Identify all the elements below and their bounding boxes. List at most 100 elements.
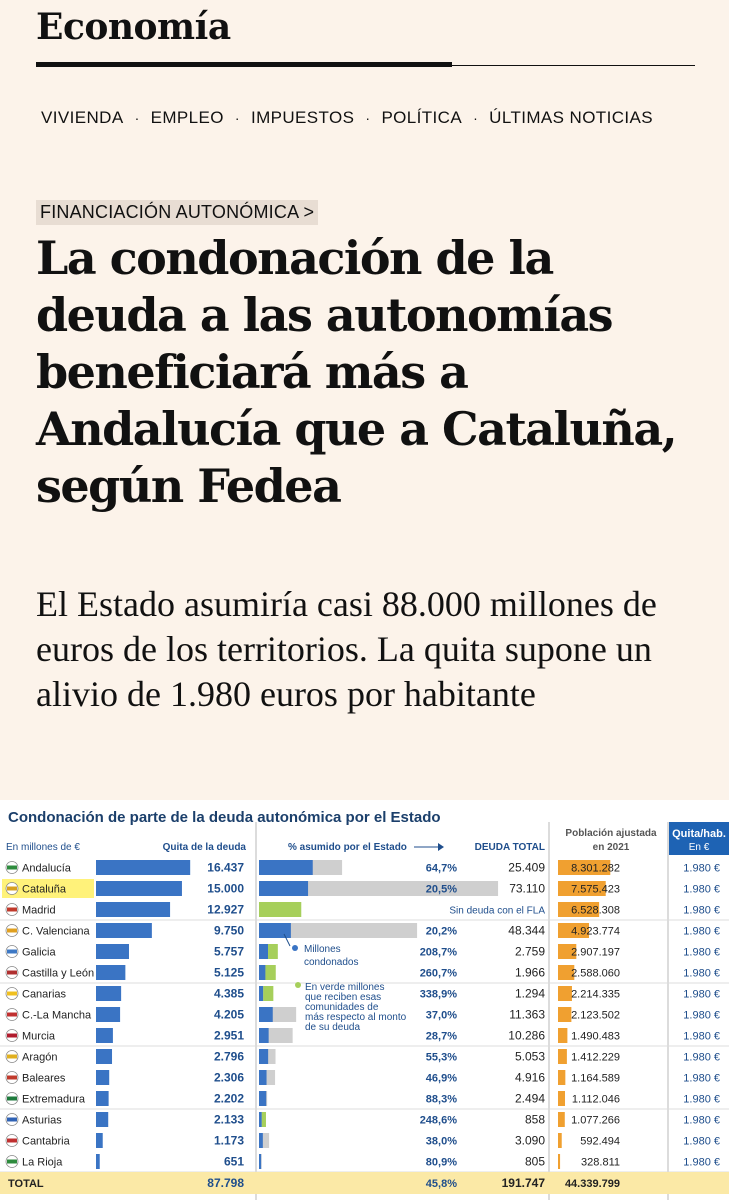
nav-item-vivienda[interactable]: VIVIENDA [41,108,124,127]
quita-value: 2.951 [214,1029,244,1043]
quita-value: 9.750 [214,924,244,938]
article-kicker[interactable]: FINANCIACIÓN AUTONÓMICA > [36,200,319,225]
note-millones-line2: condonados [304,957,359,968]
quita-value: 12.927 [207,903,244,917]
region-flag-stripe [7,1033,17,1038]
region-name: Castilla y León [22,968,94,980]
quita-value: 5.757 [214,945,244,959]
poblacion-value: 1.490.483 [571,1031,620,1043]
poblacion-value: 2.214.335 [571,989,620,1001]
pct-asumido-value: 20,5% [426,884,457,896]
poblacion-value: 8.301.282 [571,863,620,875]
note-verde-line: de su deuda [305,1022,360,1033]
quita-value: 1.173 [214,1134,244,1148]
nav-item-ultimas-noticias[interactable]: ÚLTIMAS NOTICIAS [489,108,653,127]
region-flag-stripe [7,1012,17,1017]
nav-item-politica[interactable]: POLÍTICA [381,108,463,127]
nav-item-empleo[interactable]: EMPLEO [150,108,224,127]
poblacion-bar [558,1007,572,1022]
region-flag-stripe [7,1096,17,1101]
region-flag-stripe [7,991,17,996]
poblacion-bar [558,860,611,875]
infographic-title: Condonación de parte de la deuda autonóm… [8,809,441,826]
pct-asumido-value: 28,7% [426,1031,457,1043]
deuda-condonada-bar [259,986,264,1001]
region-flag-stripe [7,865,17,870]
region-flag-stripe [7,1054,17,1059]
quita-bar [96,881,182,896]
header-poblacion-year: en 2021 [593,842,630,853]
region-name: Extremadura [22,1094,86,1106]
region-name: Baleares [22,1073,66,1085]
quita-hab-value: 1.980 € [683,1094,720,1106]
header-rule [36,62,452,67]
quita-value: 2.202 [214,1092,244,1106]
pct-asumido-value: 338,9% [420,989,458,1001]
poblacion-bar [558,944,577,959]
infographic: Condonación de parte de la deuda autonóm… [0,800,729,1200]
deuda-condonada-bar [259,1091,267,1106]
deuda-condonada-bar [259,1049,269,1064]
header-units: En millones de € [6,842,80,853]
poblacion-bar [558,1091,566,1106]
section-title[interactable]: Economía [36,6,231,48]
poblacion-bar [558,965,575,980]
note-verde-line: En verde millones [305,982,384,993]
quita-value: 2.306 [214,1071,244,1085]
extra-green-bar [259,902,302,917]
deuda-condonada-bar [259,1112,262,1127]
note-verde-dot [295,982,301,988]
note-verde-line: más respecto al monto [305,1012,407,1023]
deuda-total-value: 73.110 [509,882,545,896]
quita-hab-value: 1.980 € [683,989,720,1001]
quita-hab-value: 1.980 € [683,1031,720,1043]
deuda-total-value: 25.409 [508,861,545,875]
deuda-total-bar [259,1133,270,1148]
nav-separator: · [365,110,371,126]
quita-hab-value: 1.980 € [683,884,720,896]
quita-bar [96,944,129,959]
total-poblacion: 44.339.799 [565,1178,620,1190]
region-highlight [2,879,94,898]
quita-bar [96,1154,100,1169]
region-name: Aragón [22,1052,57,1064]
deuda-condonada-bar [259,923,291,938]
extra-green-bar [265,965,276,980]
region-name: Murcia [22,1031,56,1043]
deuda-condonada-bar [259,1133,263,1148]
total-pct: 45,8% [426,1178,457,1190]
deuda-condonada-bar [259,944,269,959]
extra-green-bar [261,1112,266,1127]
region-flag-stripe [7,907,17,912]
article-headline: La condonación de la deuda a las autonom… [36,231,678,513]
deuda-condonada-bar [259,1028,269,1043]
quita-hab-value: 1.980 € [683,1010,720,1022]
header-quita-hab-bg [669,822,729,855]
deuda-condonada-bar [259,881,309,896]
poblacion-value: 4.923.774 [571,926,620,938]
region-flag-stripe [7,970,17,975]
quita-bar [96,923,152,938]
quita-hab-value: 1.980 € [683,968,720,980]
article-subtitle: El Estado asumiría casi 88.000 millones … [36,584,657,714]
nav-separator: · [234,110,240,126]
quita-hab-value: 1.980 € [683,1073,720,1085]
deuda-condonada-bar [259,1070,267,1085]
poblacion-value: 1.164.589 [571,1073,620,1085]
quita-value: 5.125 [214,966,244,980]
nav-item-impuestos[interactable]: IMPUESTOS [250,108,355,127]
pct-asumido-value: 260,7% [420,968,458,980]
deuda-condonada-bar [259,965,266,980]
poblacion-bar [558,902,600,917]
quita-bar [96,1112,109,1127]
deuda-total-value: 2.494 [515,1092,545,1106]
pct-asumido-value: 64,7% [426,863,457,875]
note-millones-dot [292,945,298,951]
region-flag-stripe [7,886,17,891]
region-name: C.-La Mancha [22,1010,92,1022]
header-poblacion: Población ajustada [565,828,657,839]
deuda-total-value: 10.286 [508,1029,545,1043]
quita-hab-value: 1.980 € [683,1052,720,1064]
deuda-total-value: 4.916 [515,1071,545,1085]
pct-asumido-value: 38,0% [426,1136,457,1148]
